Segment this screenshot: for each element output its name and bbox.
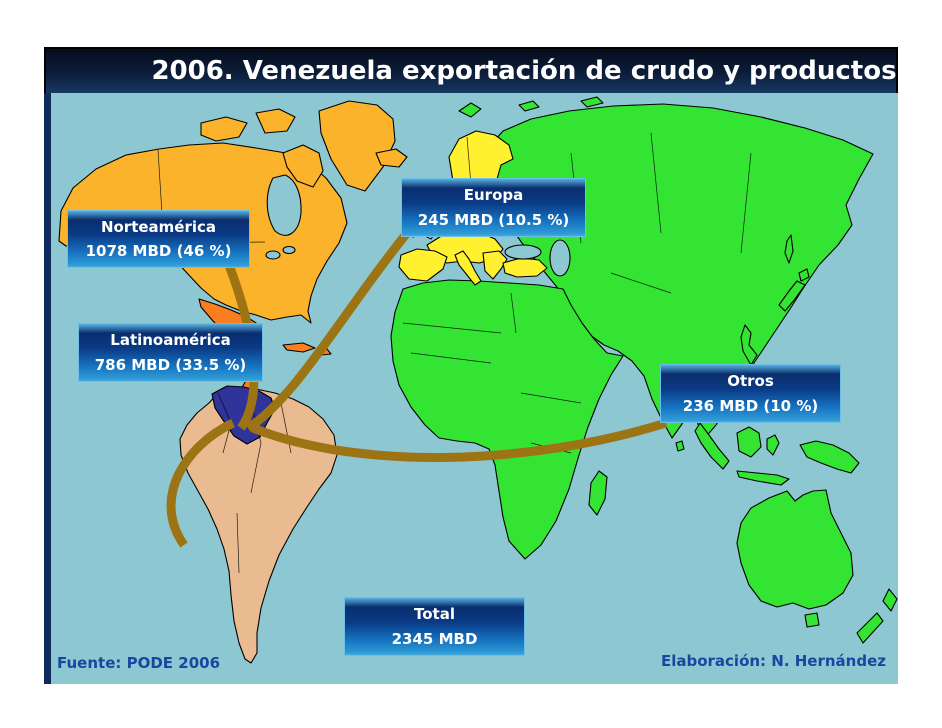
left-border-strip (44, 93, 51, 684)
footer-source: Fuente: PODE 2006 (57, 654, 221, 672)
baffin-island-shape (282, 144, 324, 188)
callout-total-label: Total (414, 605, 455, 623)
italy-shape (454, 250, 482, 286)
callout-otros-value: 236 MBD (10 %) (682, 397, 819, 415)
great-lake-1 (265, 250, 281, 260)
madagascar-shape (588, 470, 608, 516)
philippines-shape (740, 324, 758, 366)
africa-shape (390, 279, 624, 560)
arctic-island2-shape (580, 96, 604, 108)
callout-otros: Otros 236 MBD (10 %) (660, 364, 841, 423)
iceland-shape (375, 148, 408, 168)
footer-credit: Elaboración: N. Hernández (660, 652, 886, 670)
caspian-sea (549, 239, 571, 277)
sulawesi-shape (766, 434, 780, 456)
sri-lanka-shape (675, 440, 685, 452)
java-shape (736, 470, 790, 486)
callout-latinoamerica-value: 786 MBD (33.5 %) (94, 356, 247, 374)
japan-shape (778, 280, 806, 312)
callout-latinoamerica-label: Latinoamérica (110, 331, 231, 349)
callout-europa-label: Europa (463, 186, 524, 204)
flow-arrow-latinoamerica (166, 418, 235, 548)
arctic-island-shape (518, 100, 540, 112)
sakhalin-shape (784, 234, 794, 264)
great-lake-2 (282, 245, 296, 255)
greenland-shape (318, 100, 396, 192)
black-sea (504, 244, 542, 260)
tasmania-shape (804, 612, 820, 628)
callout-total-value: 2345 MBD (391, 630, 478, 648)
slide-title: 2006. Venezuela exportación de crudo y p… (151, 56, 897, 86)
flow-arrow-europa (245, 230, 411, 432)
new-zealand-south-shape (856, 612, 884, 644)
borneo-shape (736, 426, 762, 458)
arctic-island-orange-2 (255, 108, 296, 134)
australia-shape (736, 489, 854, 610)
hudson-bay (266, 174, 302, 236)
arctic-island-orange-1 (200, 116, 248, 142)
svalbard-shape (458, 102, 482, 118)
callout-europa-value: 245 MBD (10.5 %) (417, 211, 570, 229)
new-zealand-north-shape (882, 588, 898, 612)
callout-total: Total 2345 MBD (344, 597, 525, 656)
hokkaido-shape (798, 268, 810, 282)
callout-europa: Europa 245 MBD (10.5 %) (401, 178, 586, 237)
callout-latinoamerica: Latinoamérica 786 MBD (33.5 %) (78, 323, 263, 382)
callout-otros-label: Otros (727, 372, 774, 390)
iberia-shape (398, 248, 448, 282)
title-bar: 2006. Venezuela exportación de crudo y p… (44, 47, 898, 93)
flow-arrow-otros (251, 418, 668, 462)
balkans-shape (482, 250, 508, 280)
sumatra-shape (694, 422, 730, 470)
new-guinea-shape (799, 440, 860, 474)
cuba-shape (282, 342, 316, 353)
callout-norteamerica-label: Norteamérica (100, 218, 217, 236)
callout-norteamerica-value: 1078 MBD (46 %) (85, 242, 232, 260)
callout-norteamerica: Norteamérica 1078 MBD (46 %) (67, 210, 250, 268)
